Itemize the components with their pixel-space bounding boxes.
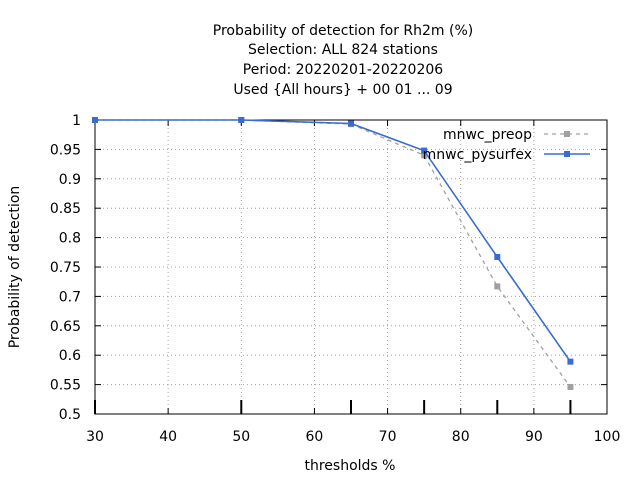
y-tick-labels: 0.5 0.55 0.6 0.65 0.7 0.75 0.8 0.85 0.9 0.95 1 (50, 113, 81, 423)
y-tick-label: 0.8 (59, 231, 81, 247)
y-tick-label: 0.9 (59, 172, 81, 188)
data-point (567, 383, 574, 390)
y-axis-label: Probability of detection (7, 186, 23, 349)
legend-label: mnwc_pysurfex (423, 147, 532, 163)
data-point (494, 283, 501, 290)
x-tick-label: 90 (525, 429, 543, 445)
x-tick-label: 50 (232, 429, 250, 445)
y-tick-label: 0.55 (50, 378, 81, 394)
data-point (238, 117, 245, 123)
title-line-3: Period: 20220201-20220206 (243, 62, 443, 78)
y-tick-label: 0.7 (59, 289, 81, 305)
x-tick-label: 70 (379, 429, 397, 445)
x-axis-label: thresholds % (305, 458, 396, 474)
x-tick-label: 80 (452, 429, 470, 445)
data-point (421, 147, 428, 154)
series-line (95, 119, 572, 363)
y-tick-label: 0.6 (59, 348, 81, 364)
plot-frame (94, 119, 608, 415)
legend-item: mnwc_preop (443, 127, 590, 143)
y-tick-label: 1 (72, 113, 81, 129)
x-tick-labels: 30 40 50 60 70 80 90 100 (86, 429, 620, 445)
data-point (494, 254, 501, 261)
title-line-4: Used {All hours} + 00 01 ... 09 (233, 82, 452, 98)
data-series (92, 117, 574, 390)
y-tick-label: 0.65 (50, 319, 81, 335)
legend-swatch-marker (564, 131, 570, 137)
grid-lines (95, 120, 607, 414)
data-point (92, 117, 98, 123)
legend: mnwc_preop mnwc_pysurfex (423, 127, 590, 163)
y-tick-label: 0.95 (50, 142, 81, 158)
data-point (348, 120, 354, 127)
chart-title: Probability of detection for Rh2m (%) Se… (213, 23, 474, 98)
data-point (567, 358, 574, 365)
threshold-marks (94, 400, 572, 414)
legend-item: mnwc_pysurfex (423, 147, 590, 163)
legend-label: mnwc_preop (443, 127, 532, 143)
y-tick-label: 0.85 (50, 201, 81, 217)
x-tick-label: 60 (306, 429, 324, 445)
y-tick-label: 0.75 (50, 260, 81, 276)
x-tick-label: 30 (86, 429, 104, 445)
legend-swatch-marker (564, 151, 570, 157)
title-line-1: Probability of detection for Rh2m (%) (213, 23, 474, 39)
data-point (421, 152, 428, 159)
y-tick-label: 0.5 (59, 407, 81, 423)
series-mnwc_pysurfex (92, 117, 574, 365)
title-line-2: Selection: ALL 824 stations (248, 42, 438, 58)
x-tick-label: 40 (159, 429, 177, 445)
x-tick-label: 100 (594, 429, 621, 445)
